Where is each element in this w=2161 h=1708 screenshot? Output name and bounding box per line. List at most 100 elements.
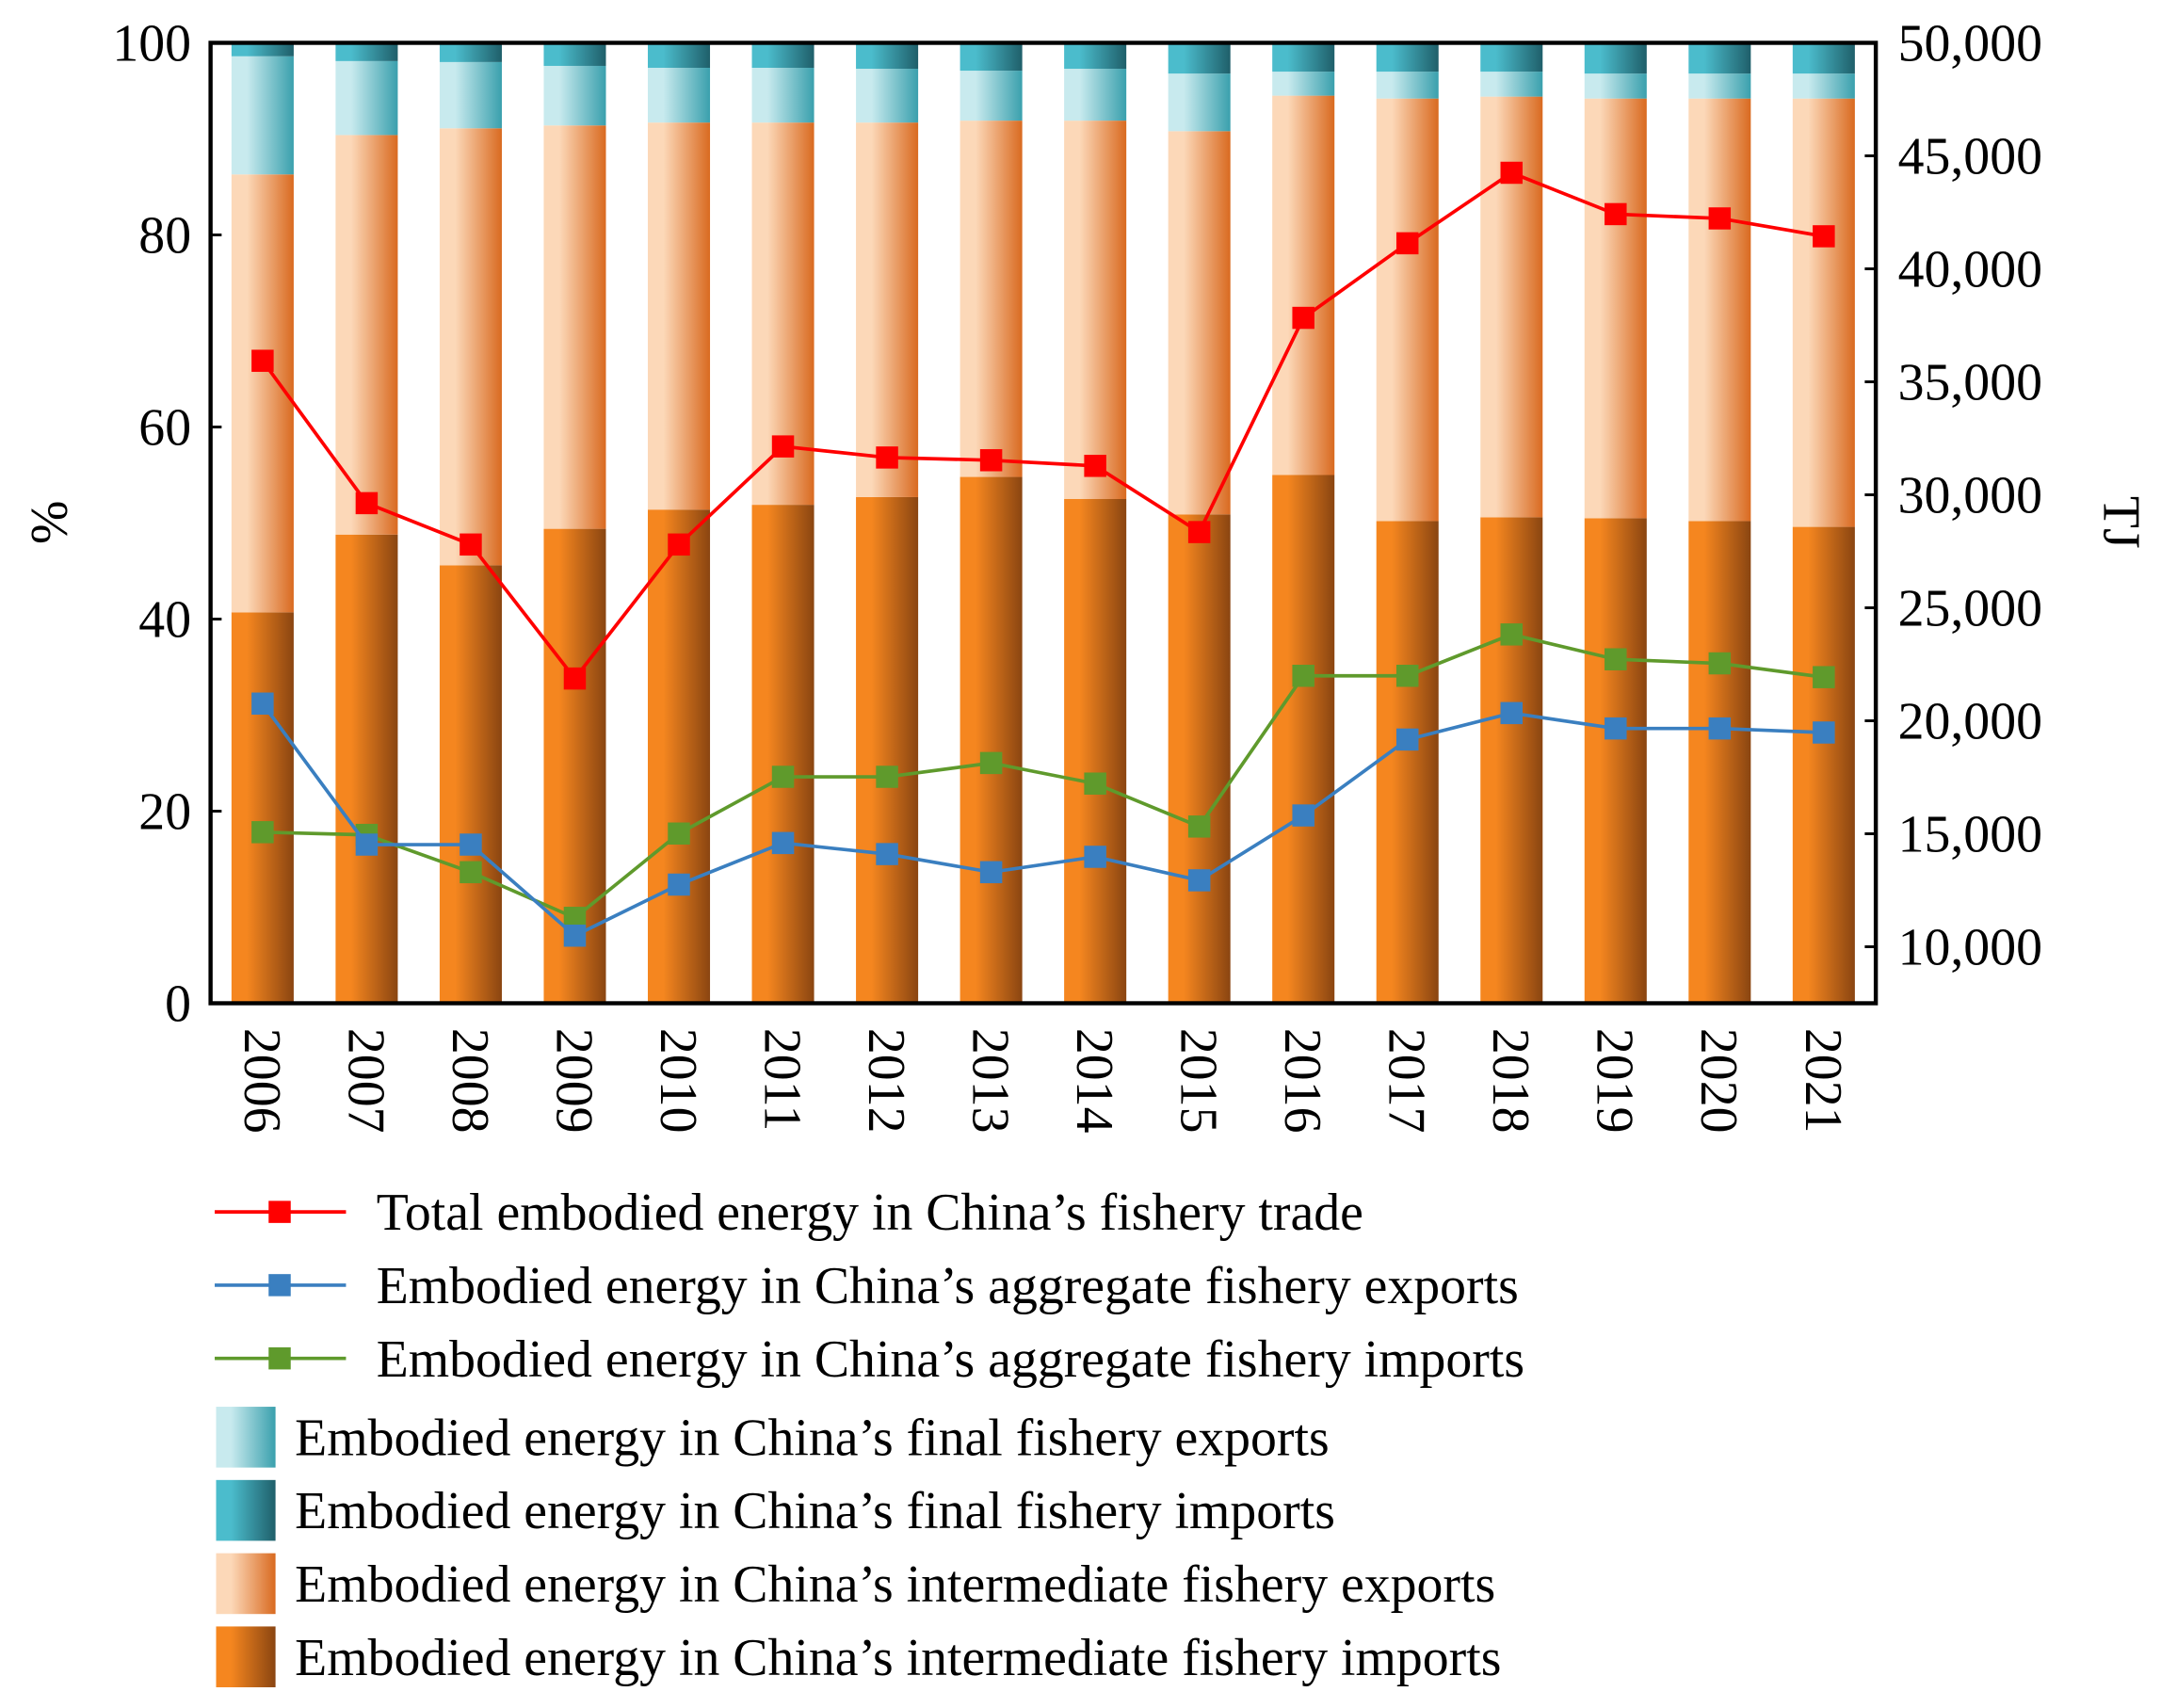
bar-segment (1272, 72, 1335, 96)
bar-segment (231, 56, 294, 175)
y2-tick-label: 50,000 (1898, 15, 2042, 73)
legend-label: Embodied energy in China’s aggregate fis… (377, 1330, 1524, 1389)
bar-segment (1792, 73, 1855, 99)
bar-segment (543, 125, 606, 529)
x-tick-label: 2017 (1378, 1028, 1436, 1134)
y2-tick-label: 25,000 (1898, 580, 2042, 638)
legend-swatch (216, 1553, 276, 1615)
x-tick-label: 2010 (649, 1028, 707, 1134)
legend-label: Embodied energy in China’s final fishery… (295, 1482, 1335, 1540)
bar-segment (960, 121, 1023, 477)
y-tick-label: 40 (138, 591, 191, 650)
data-point (876, 765, 898, 788)
data-point (1187, 815, 1211, 838)
bar-segment (335, 135, 398, 535)
y-axis-label: % (21, 501, 79, 544)
data-point (355, 491, 379, 515)
data-point (1292, 804, 1314, 827)
data-point (1500, 701, 1524, 725)
data-point (771, 435, 795, 458)
bar-segment (335, 42, 398, 61)
x-tick-label: 2020 (1689, 1028, 1748, 1134)
bar-segment (543, 65, 606, 126)
x-tick-label: 2021 (1794, 1028, 1852, 1134)
y2-tick-label: 10,000 (1898, 919, 2042, 977)
bar-segment (1688, 42, 1751, 74)
bar-segment (856, 69, 919, 123)
data-point (979, 861, 1003, 884)
x-tick-label: 2008 (441, 1028, 499, 1134)
data-point (1500, 161, 1524, 185)
bar-segment (1168, 514, 1231, 1004)
x-tick-label: 2014 (1065, 1028, 1123, 1134)
x-tick-label: 2006 (233, 1028, 291, 1134)
y2-tick-label: 40,000 (1898, 241, 2042, 299)
bar-segment (439, 565, 502, 1004)
bar-segment (1272, 42, 1335, 73)
series-line (262, 632, 1825, 920)
data-point (771, 765, 795, 788)
x-tick-label: 2007 (336, 1028, 395, 1134)
data-point (1813, 225, 1835, 248)
data-point (1708, 717, 1732, 740)
bar-segment (1688, 521, 1751, 1004)
bar-segment (1584, 518, 1647, 1004)
y2-tick-label: 30,000 (1898, 467, 2042, 525)
legend-swatch (216, 1479, 276, 1541)
data-point (251, 349, 274, 372)
y-tick-label: 20 (138, 783, 191, 842)
x-tick-label: 2013 (961, 1028, 1020, 1134)
y-tick-label: 60 (138, 399, 191, 458)
x-tick-label: 2012 (857, 1028, 915, 1134)
x-tick-label: 2015 (1169, 1028, 1228, 1134)
bar-segment (1064, 121, 1127, 500)
bar-segment (1688, 73, 1751, 99)
bar-segment (1272, 475, 1335, 1004)
bar-segment (543, 42, 606, 66)
data-point (251, 692, 274, 716)
data-point (1292, 665, 1314, 687)
data-point (668, 822, 690, 846)
bar-segment (856, 496, 919, 1004)
legend-label: Embodied energy in China’s final fishery… (295, 1409, 1330, 1467)
bar-segment (1584, 98, 1647, 519)
lines (251, 161, 1835, 947)
bar-segment (960, 42, 1023, 72)
plot-frame (208, 40, 1879, 1006)
bar-segment (1168, 73, 1231, 132)
bar-segment (1376, 42, 1439, 73)
bar-segment (1792, 526, 1855, 1004)
bar-segment (335, 534, 398, 1004)
data-point (1708, 652, 1732, 675)
data-point (1187, 521, 1211, 543)
data-point (979, 751, 1003, 775)
bar-segment (1584, 73, 1647, 99)
x-tick-label: 2019 (1586, 1028, 1644, 1134)
data-point (1395, 232, 1419, 255)
bar-segment (1272, 95, 1335, 475)
y2-tick-label: 35,000 (1898, 354, 2042, 412)
y-tick-label: 80 (138, 207, 191, 266)
data-point (979, 449, 1003, 472)
data-point (1708, 207, 1732, 230)
bar-segment (647, 509, 711, 1004)
x-tick-label: 2016 (1273, 1028, 1331, 1134)
bar-segment (1792, 98, 1855, 527)
data-point (1292, 306, 1314, 330)
data-point (1605, 717, 1627, 740)
bar-segment (335, 60, 398, 136)
y2-axis-label: TJ (2091, 496, 2150, 549)
x-tick-label: 2011 (752, 1028, 811, 1131)
bar-segment (439, 61, 502, 129)
axes: 0 20 40 60 80 100 10,000 15,000 20,000 25,000 30,0… (112, 15, 2042, 1134)
bar-segment (439, 42, 502, 62)
data-point (355, 833, 379, 856)
data-point (1605, 202, 1627, 226)
bar-segment (751, 68, 814, 123)
y-tick-label: 0 (165, 975, 191, 1034)
bar-segment (1688, 98, 1751, 522)
bar-segment (1480, 42, 1543, 73)
bar-segment (1792, 42, 1855, 74)
data-point (668, 533, 690, 556)
bar-segment (439, 128, 502, 566)
